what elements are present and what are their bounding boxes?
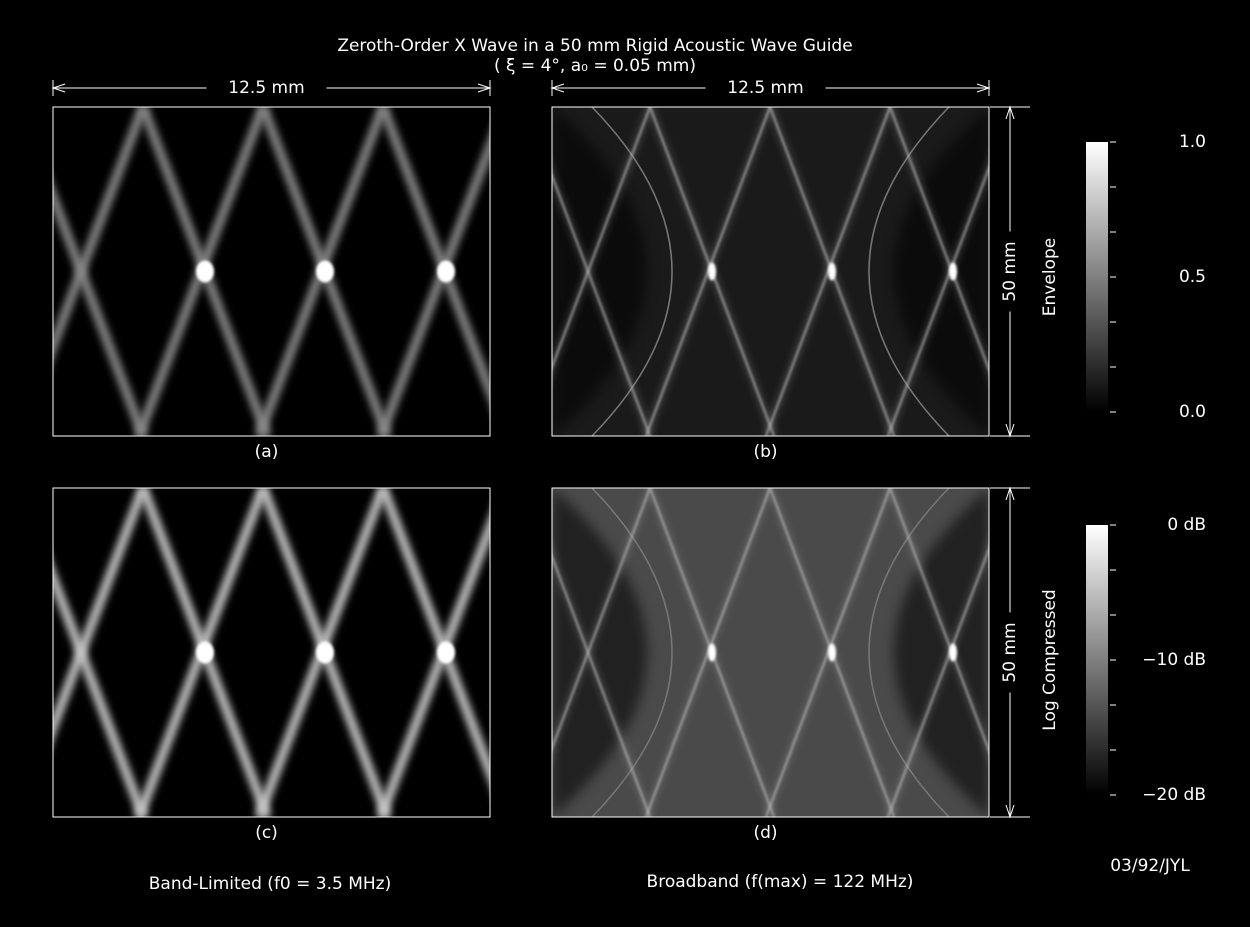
dim-label: 50 mm	[1000, 622, 1020, 682]
title: Zeroth-Order X Wave in a 50 mm Rigid Aco…	[337, 36, 852, 56]
beam-glow	[1012, 488, 1136, 817]
focus	[828, 644, 836, 662]
colorbar-title: Log Compressed	[1040, 589, 1060, 730]
beam-glow	[1012, 488, 1136, 817]
focus	[437, 642, 455, 664]
panel-label: (a)	[255, 442, 279, 462]
dim-label: 50 mm	[1000, 241, 1020, 301]
panel-bg	[53, 107, 490, 436]
focus	[316, 642, 334, 664]
beam-glow	[1012, 107, 1136, 436]
colorbar	[1086, 142, 1108, 412]
beam-glow	[1012, 107, 1136, 436]
colorbar-title: Envelope	[1040, 238, 1060, 316]
colorbar-label: −20 dB	[1142, 785, 1206, 805]
dimension: 12.5 mm	[53, 76, 490, 100]
focus	[196, 261, 214, 283]
focus	[708, 263, 716, 281]
colorbar-label: 0.5	[1179, 267, 1206, 287]
focus	[949, 263, 957, 281]
colorbar-label: 0 dB	[1167, 515, 1206, 535]
dim-label: 12.5 mm	[228, 78, 304, 98]
dimension: 50 mm	[990, 107, 1030, 436]
colorbar-label: 1.0	[1179, 132, 1206, 152]
focus	[949, 644, 957, 662]
colorbar-label: 0.0	[1179, 402, 1206, 422]
focus	[196, 642, 214, 664]
panel	[402, 488, 1250, 817]
caption: Band-Limited (f0 = 3.5 MHz)	[149, 874, 392, 894]
focus	[316, 261, 334, 283]
beam	[0, 107, 19, 436]
colorbar	[1086, 525, 1108, 795]
beam	[1012, 107, 1136, 436]
dim-label: 12.5 mm	[727, 78, 803, 98]
beam	[1012, 488, 1136, 817]
panel-label: (b)	[753, 442, 777, 462]
beam	[1012, 488, 1136, 817]
dimension: 12.5 mm	[552, 76, 989, 100]
dimension: 50 mm	[990, 488, 1030, 817]
colorbar-label: −10 dB	[1142, 650, 1206, 670]
page: {"title": "Zeroth-Order X Wave in a 50 m…	[0, 0, 1250, 923]
focus	[437, 261, 455, 283]
credit: 03/92/JYL	[1110, 856, 1190, 876]
figure: Zeroth-Order X Wave in a 50 mm Rigid Aco…	[0, 0, 1250, 923]
subtitle: ( ξ = 4°, a₀ = 0.05 mm)	[494, 56, 696, 76]
caption: Broadband (f(max) = 122 MHz)	[647, 872, 914, 892]
panel-label: (c)	[255, 823, 278, 843]
beam	[0, 488, 19, 817]
panel	[402, 107, 1250, 436]
focus	[708, 644, 716, 662]
panel-bg	[53, 488, 490, 817]
beam	[1012, 107, 1136, 436]
focus	[828, 263, 836, 281]
panel-label: (d)	[753, 823, 777, 843]
